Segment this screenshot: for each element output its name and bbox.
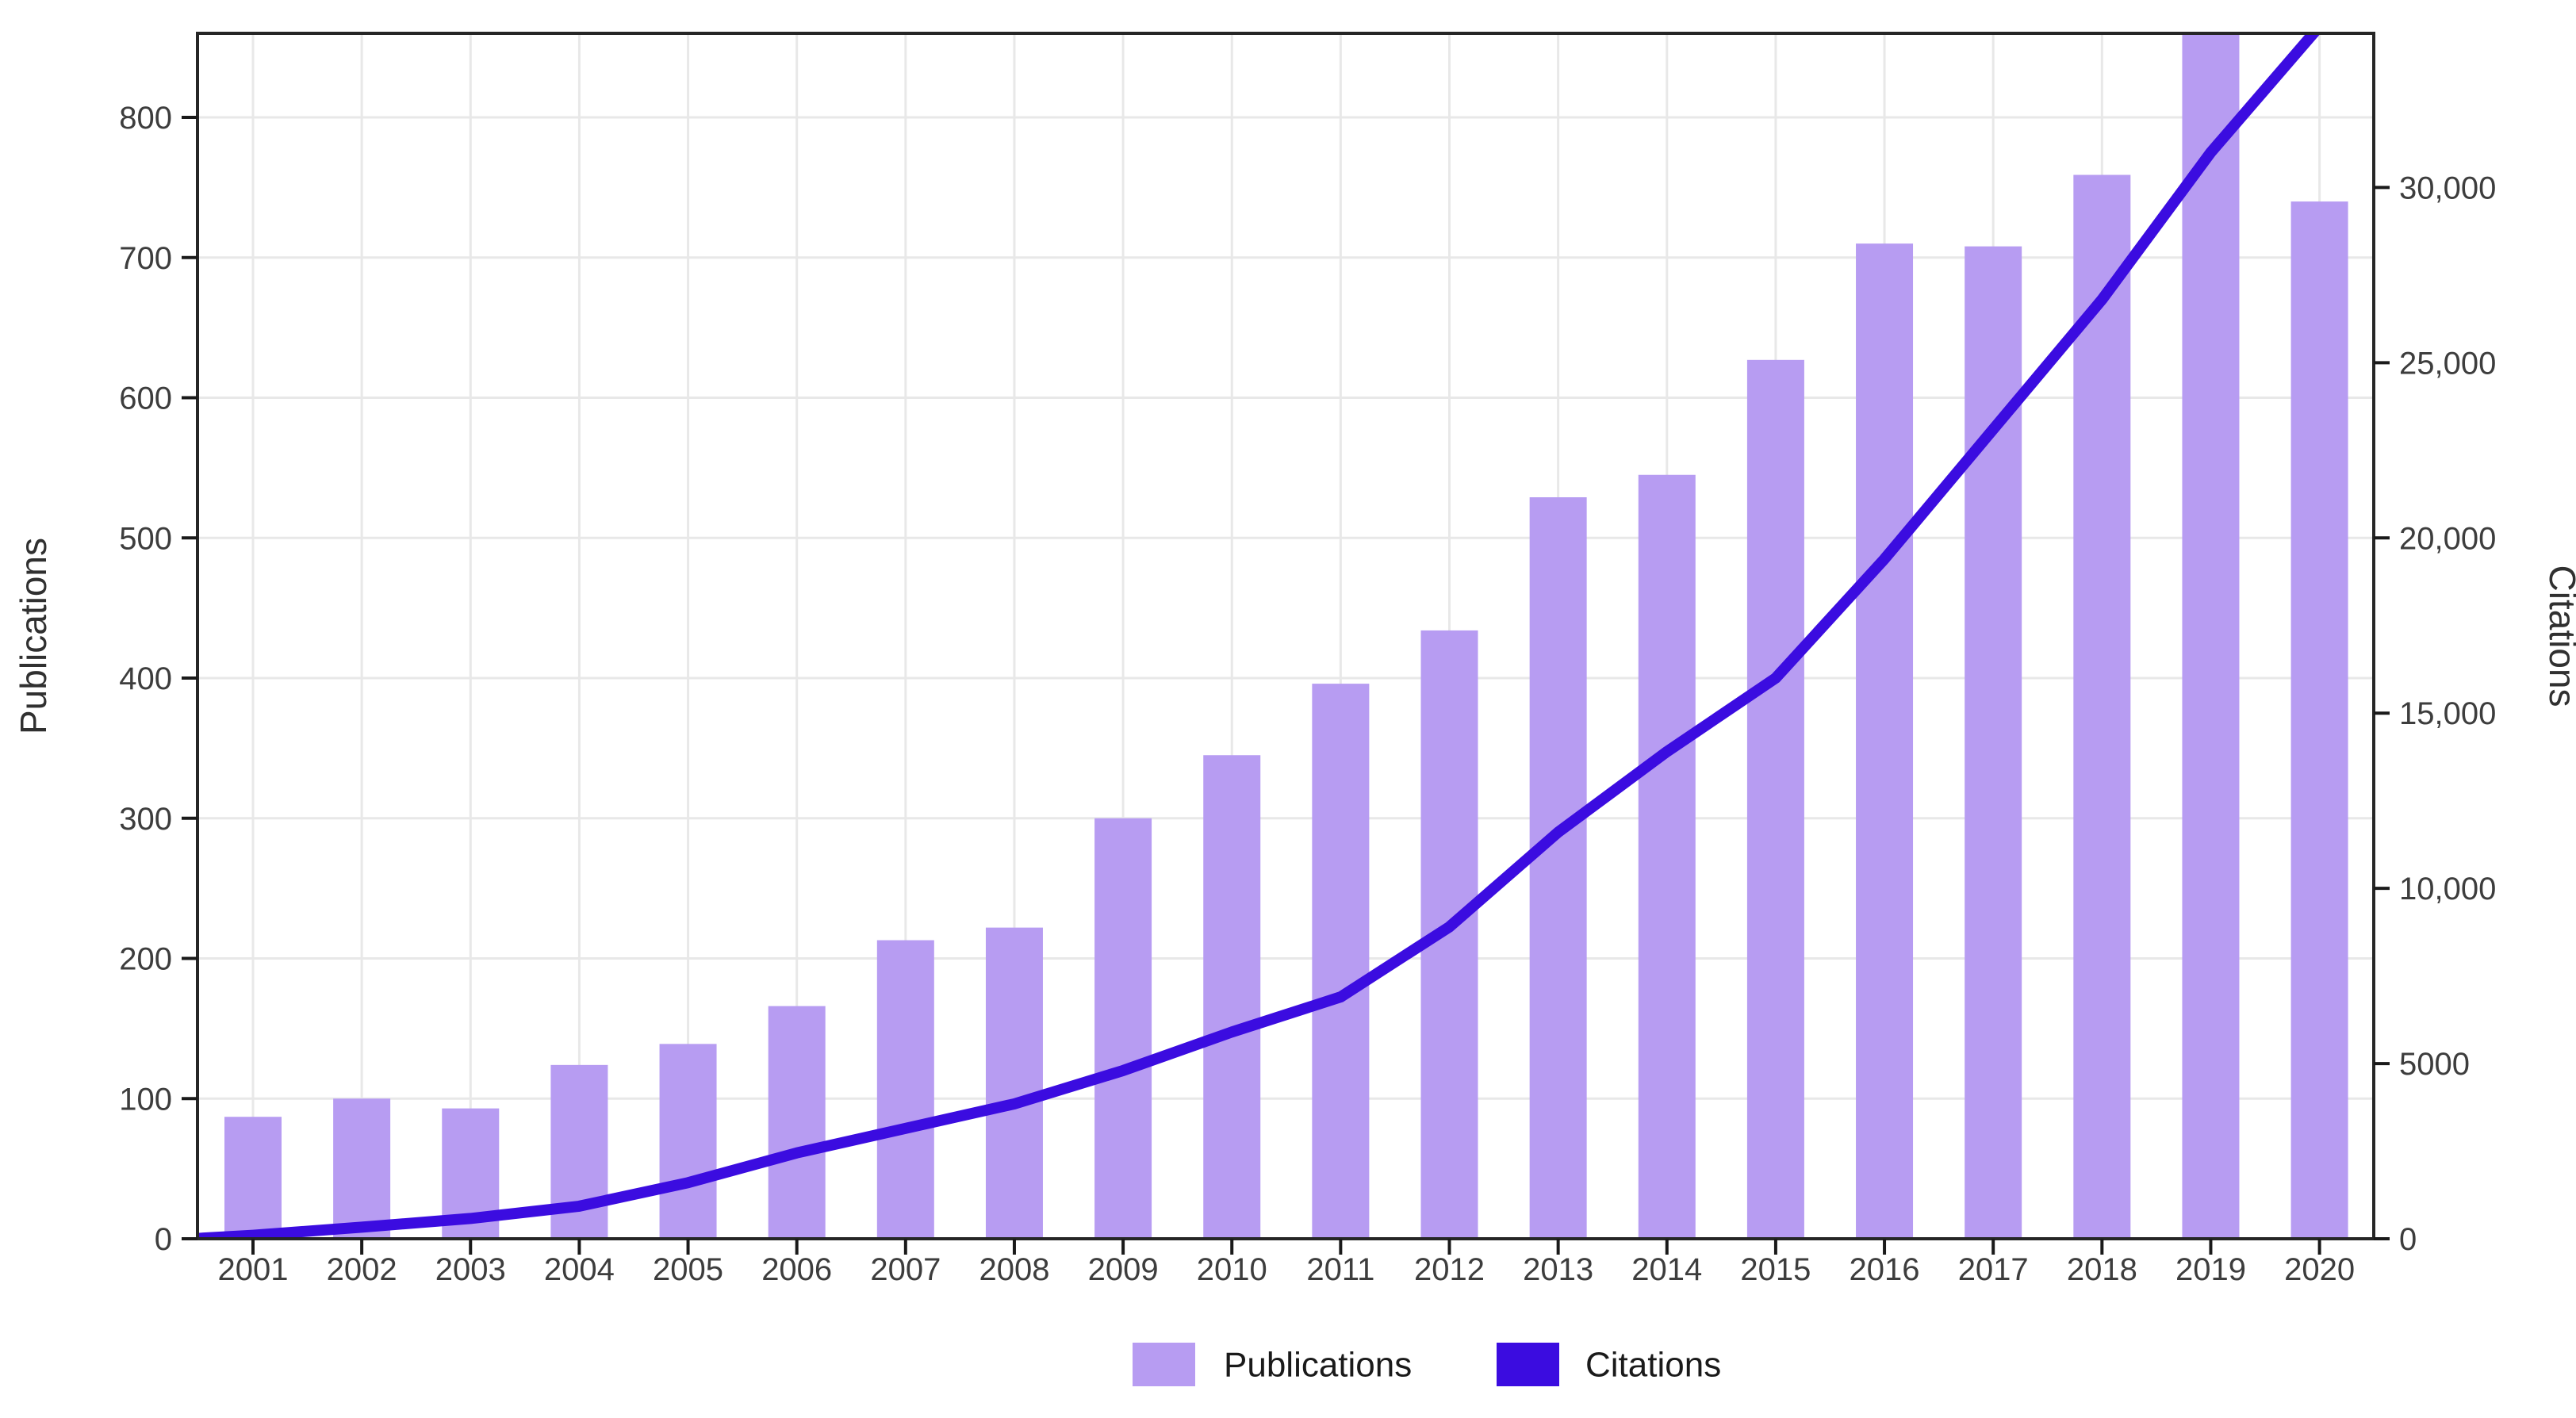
axis-tick-marks — [182, 116, 2390, 1255]
bar-2018 — [2073, 174, 2131, 1239]
x-axis-tick-label: 2003 — [435, 1252, 506, 1287]
right-axis-tick-label: 15,000 — [2399, 696, 2496, 731]
bar-2016 — [1856, 243, 1914, 1239]
x-axis-tick-labels: 2001 2002 2003 2004 2005 2006 2007 2008 2009 2010… — [218, 1252, 2356, 1287]
x-axis-tick-label: 2007 — [870, 1252, 941, 1287]
legend-label-citations: Citations — [1585, 1346, 1721, 1385]
right-axis-tick-label: 10,000 — [2399, 872, 2496, 906]
x-axis-tick-label: 2002 — [327, 1252, 397, 1287]
x-axis-tick-label: 2006 — [761, 1252, 832, 1287]
citations-line-path — [197, 33, 2321, 1239]
x-axis-tick-label: 2017 — [1958, 1252, 2029, 1287]
legend-swatch-citations — [1497, 1343, 1559, 1386]
bar-2014 — [1638, 474, 1696, 1239]
legend-label-publications: Publications — [1224, 1346, 1412, 1385]
axis-titles: Publications Citations — [13, 538, 2576, 734]
left-axis-tick-label: 600 — [119, 381, 172, 416]
x-axis-tick-label: 2016 — [1850, 1252, 1920, 1287]
panel-border — [196, 32, 2375, 1240]
publications-bars — [224, 33, 2348, 1239]
left-axis-tick-labels: 0 100 200 300 400 500 600 700 800 — [119, 101, 172, 1257]
chart-legend: Publications Citations — [1133, 1343, 1721, 1386]
bar-2002 — [333, 1098, 391, 1239]
citations-line — [197, 33, 2321, 1239]
x-axis-tick-label: 2018 — [2067, 1252, 2137, 1287]
right-axis-title: Citations — [2542, 565, 2576, 707]
left-axis-title: Publications — [13, 538, 54, 734]
bar-2009 — [1094, 818, 1152, 1239]
x-axis-tick-label: 2020 — [2284, 1252, 2355, 1287]
x-axis-tick-label: 2012 — [1414, 1252, 1485, 1287]
right-axis-tick-label: 25,000 — [2399, 346, 2496, 381]
x-axis-tick-label: 2004 — [544, 1252, 615, 1287]
bar-2020 — [2290, 201, 2348, 1239]
x-axis-tick-label: 2010 — [1197, 1252, 1267, 1287]
bar-2010 — [1203, 755, 1261, 1239]
right-axis-tick-labels: 0 5000 10,000 15,000 20,000 25,000 30,000 — [2399, 171, 2496, 1257]
bar-2015 — [1746, 359, 1804, 1239]
right-axis-tick-label: 20,000 — [2399, 521, 2496, 556]
x-axis-tick-label: 2019 — [2175, 1252, 2246, 1287]
right-axis-tick-label: 0 — [2399, 1222, 2417, 1257]
bar-2011 — [1312, 684, 1370, 1239]
left-axis-tick-label: 800 — [119, 101, 172, 136]
right-axis-tick-label: 5000 — [2399, 1047, 2470, 1082]
x-axis-tick-label: 2013 — [1523, 1252, 1593, 1287]
x-axis-tick-label: 2005 — [653, 1252, 723, 1287]
bar-2006 — [768, 1006, 826, 1239]
left-axis-tick-label: 300 — [119, 802, 172, 837]
bar-2005 — [659, 1044, 717, 1239]
x-axis-tick-label: 2014 — [1631, 1252, 1702, 1287]
x-axis-tick-label: 2008 — [979, 1252, 1049, 1287]
bar-2017 — [1965, 246, 2022, 1239]
bar-2013 — [1529, 497, 1587, 1239]
legend-swatch-publications — [1133, 1343, 1195, 1386]
right-axis-tick-label: 30,000 — [2399, 171, 2496, 205]
bar-2007 — [876, 940, 934, 1239]
left-axis-tick-label: 400 — [119, 661, 172, 696]
left-axis-tick-label: 500 — [119, 521, 172, 556]
bar-2001 — [224, 1117, 282, 1239]
x-axis-tick-label: 2001 — [218, 1252, 289, 1287]
left-axis-tick-label: 700 — [119, 241, 172, 276]
left-axis-tick-label: 100 — [119, 1082, 172, 1117]
left-axis-tick-label: 0 — [155, 1222, 172, 1257]
x-axis-tick-label: 2011 — [1306, 1252, 1374, 1287]
bar-2019 — [2182, 33, 2240, 1239]
x-axis-tick-label: 2009 — [1088, 1252, 1159, 1287]
horizontal-gridlines — [197, 116, 2374, 1100]
left-axis-tick-label: 200 — [119, 942, 172, 977]
x-axis-tick-label: 2015 — [1740, 1252, 1811, 1287]
bar-2008 — [985, 927, 1043, 1239]
